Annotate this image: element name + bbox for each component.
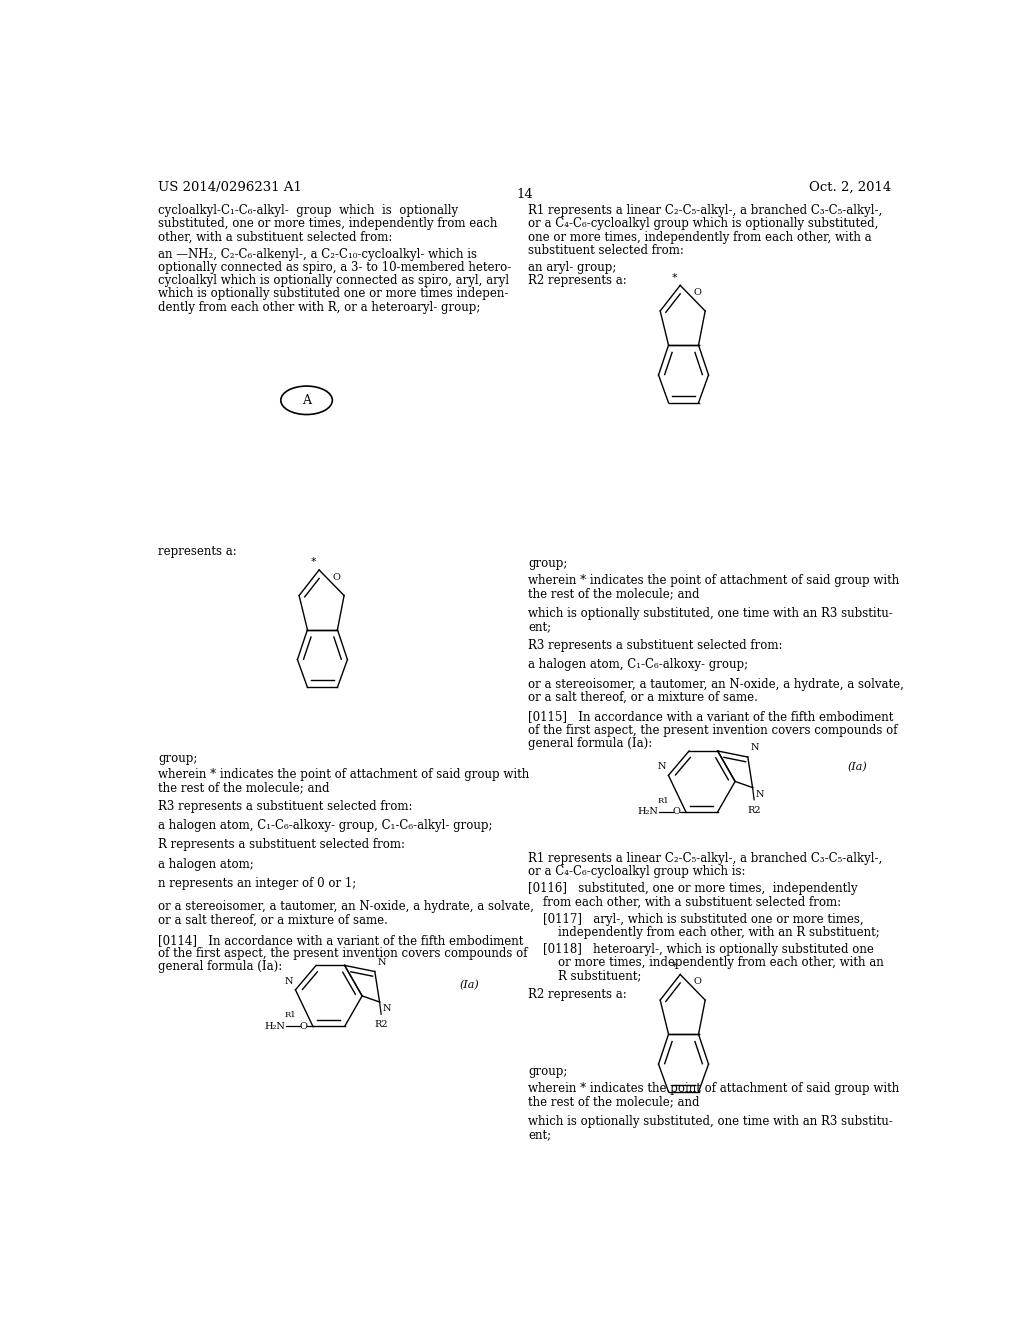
Text: O: O — [673, 808, 680, 817]
Text: [0114]   In accordance with a variant of the fifth embodiment: [0114] In accordance with a variant of t… — [158, 935, 523, 946]
Text: or a stereoisomer, a tautomer, an N-oxide, a hydrate, a solvate,: or a stereoisomer, a tautomer, an N-oxid… — [158, 900, 535, 913]
Text: of the first aspect, the present invention covers compounds of: of the first aspect, the present inventi… — [528, 723, 897, 737]
Text: (Ia): (Ia) — [460, 979, 479, 990]
Text: general formula (Ia):: general formula (Ia): — [158, 961, 283, 973]
Text: O: O — [299, 1022, 307, 1031]
Text: one or more times, independently from each other, with a: one or more times, independently from ea… — [528, 231, 871, 244]
Text: or more times, independently from each other, with an: or more times, independently from each o… — [528, 956, 884, 969]
Text: R1 represents a linear C₂-C₅-alkyl-, a branched C₃-C₅-alkyl-,: R1 represents a linear C₂-C₅-alkyl-, a b… — [528, 205, 883, 216]
Text: US 2014/0296231 A1: US 2014/0296231 A1 — [158, 181, 302, 194]
Text: the rest of the molecule; and: the rest of the molecule; and — [528, 587, 699, 601]
Text: R1: R1 — [285, 1011, 297, 1019]
Text: N: N — [751, 743, 759, 752]
Text: an —NH₂, C₂-C₆-alkenyl-, a C₂-C₁₀-cycloalkyl- which is: an —NH₂, C₂-C₆-alkenyl-, a C₂-C₁₀-cycloa… — [158, 248, 477, 261]
Text: R2 represents a:: R2 represents a: — [528, 987, 627, 1001]
Text: group;: group; — [528, 557, 567, 570]
Text: Oct. 2, 2014: Oct. 2, 2014 — [809, 181, 892, 194]
Text: R2 represents a:: R2 represents a: — [528, 275, 627, 288]
Text: ent;: ent; — [528, 620, 551, 632]
Text: substituent selected from:: substituent selected from: — [528, 244, 684, 257]
Text: N: N — [756, 789, 764, 799]
Text: or a salt thereof, or a mixture of same.: or a salt thereof, or a mixture of same. — [528, 690, 758, 704]
Text: the rest of the molecule; and: the rest of the molecule; and — [158, 781, 330, 795]
Text: group;: group; — [528, 1065, 567, 1078]
Text: R2: R2 — [748, 805, 761, 814]
Text: A: A — [302, 393, 311, 407]
Text: independently from each other, with an R substituent;: independently from each other, with an R… — [528, 925, 880, 939]
Text: H₂N: H₂N — [637, 808, 658, 817]
Text: or a C₄-C₆-cycloalkyl group which is:: or a C₄-C₆-cycloalkyl group which is: — [528, 865, 745, 878]
Text: the rest of the molecule; and: the rest of the molecule; and — [528, 1096, 699, 1109]
Text: R3 represents a substituent selected from:: R3 represents a substituent selected fro… — [158, 800, 413, 813]
Text: N: N — [285, 977, 293, 986]
Text: R3 represents a substituent selected from:: R3 represents a substituent selected fro… — [528, 639, 782, 652]
Text: [0117]   aryl-, which is substituted one or more times,: [0117] aryl-, which is substituted one o… — [528, 912, 863, 925]
Text: which is optionally substituted one or more times indepen-: which is optionally substituted one or m… — [158, 288, 509, 301]
Text: wherein * indicates the point of attachment of said group with: wherein * indicates the point of attachm… — [158, 768, 529, 781]
Text: or a stereoisomer, a tautomer, an N-oxide, a hydrate, a solvate,: or a stereoisomer, a tautomer, an N-oxid… — [528, 677, 904, 690]
Text: R substituent;: R substituent; — [528, 969, 641, 982]
Text: *: * — [672, 273, 677, 282]
Text: other, with a substituent selected from:: other, with a substituent selected from: — [158, 231, 392, 244]
Text: group;: group; — [158, 752, 198, 766]
Text: [0118]   heteroaryl-, which is optionally substituted one: [0118] heteroaryl-, which is optionally … — [528, 942, 873, 956]
Text: (Ia): (Ia) — [848, 762, 867, 772]
Text: general formula (Ia):: general formula (Ia): — [528, 737, 652, 750]
Text: a halogen atom, C₁-C₆-alkoxy- group;: a halogen atom, C₁-C₆-alkoxy- group; — [528, 659, 749, 672]
Text: which is optionally substituted, one time with an R3 substitu-: which is optionally substituted, one tim… — [528, 1115, 893, 1127]
Text: [0115]   In accordance with a variant of the fifth embodiment: [0115] In accordance with a variant of t… — [528, 710, 893, 723]
Text: N: N — [383, 1005, 391, 1012]
Text: substituted, one or more times, independently from each: substituted, one or more times, independ… — [158, 218, 498, 231]
Text: n represents an integer of 0 or 1;: n represents an integer of 0 or 1; — [158, 876, 356, 890]
Text: R1 represents a linear C₂-C₅-alkyl-, a branched C₃-C₅-alkyl-,: R1 represents a linear C₂-C₅-alkyl-, a b… — [528, 851, 883, 865]
Text: R2: R2 — [375, 1020, 388, 1030]
Text: a halogen atom;: a halogen atom; — [158, 858, 254, 871]
Text: R1: R1 — [657, 797, 670, 805]
Text: ent;: ent; — [528, 1129, 551, 1140]
Text: of the first aspect, the present invention covers compounds of: of the first aspect, the present inventi… — [158, 948, 527, 960]
Text: wherein * indicates the point of attachment of said group with: wherein * indicates the point of attachm… — [528, 1082, 899, 1096]
Text: or a C₄-C₆-cycloalkyl group which is optionally substituted,: or a C₄-C₆-cycloalkyl group which is opt… — [528, 218, 879, 231]
Text: N: N — [378, 957, 386, 966]
Text: H₂N: H₂N — [264, 1022, 285, 1031]
Text: a halogen atom, C₁-C₆-alkoxy- group, C₁-C₆-alkyl- group;: a halogen atom, C₁-C₆-alkoxy- group, C₁-… — [158, 818, 493, 832]
Text: [0116]   substituted, one or more times,  independently: [0116] substituted, one or more times, i… — [528, 882, 857, 895]
Text: from each other, with a substituent selected from:: from each other, with a substituent sele… — [528, 895, 841, 908]
Text: O: O — [333, 573, 340, 582]
Text: which is optionally substituted, one time with an R3 substitu-: which is optionally substituted, one tim… — [528, 607, 893, 619]
Text: *: * — [672, 962, 677, 972]
Text: N: N — [657, 762, 666, 771]
Text: cycloalkyl which is optionally connected as spiro, aryl, aryl: cycloalkyl which is optionally connected… — [158, 275, 509, 288]
Text: *: * — [310, 557, 316, 568]
Text: dently from each other with R, or a heteroaryl- group;: dently from each other with R, or a hete… — [158, 301, 480, 314]
Text: an aryl- group;: an aryl- group; — [528, 261, 616, 275]
Text: O: O — [693, 977, 701, 986]
Text: wherein * indicates the point of attachment of said group with: wherein * indicates the point of attachm… — [528, 574, 899, 587]
Text: cycloalkyl-C₁-C₆-alkyl-  group  which  is  optionally: cycloalkyl-C₁-C₆-alkyl- group which is o… — [158, 205, 459, 216]
Text: represents a:: represents a: — [158, 545, 237, 557]
Text: R represents a substituent selected from:: R represents a substituent selected from… — [158, 838, 406, 851]
Text: O: O — [693, 288, 701, 297]
Text: or a salt thereof, or a mixture of same.: or a salt thereof, or a mixture of same. — [158, 913, 388, 927]
Text: 14: 14 — [516, 187, 534, 201]
Text: optionally connected as spiro, a 3- to 10-membered hetero-: optionally connected as spiro, a 3- to 1… — [158, 261, 511, 275]
